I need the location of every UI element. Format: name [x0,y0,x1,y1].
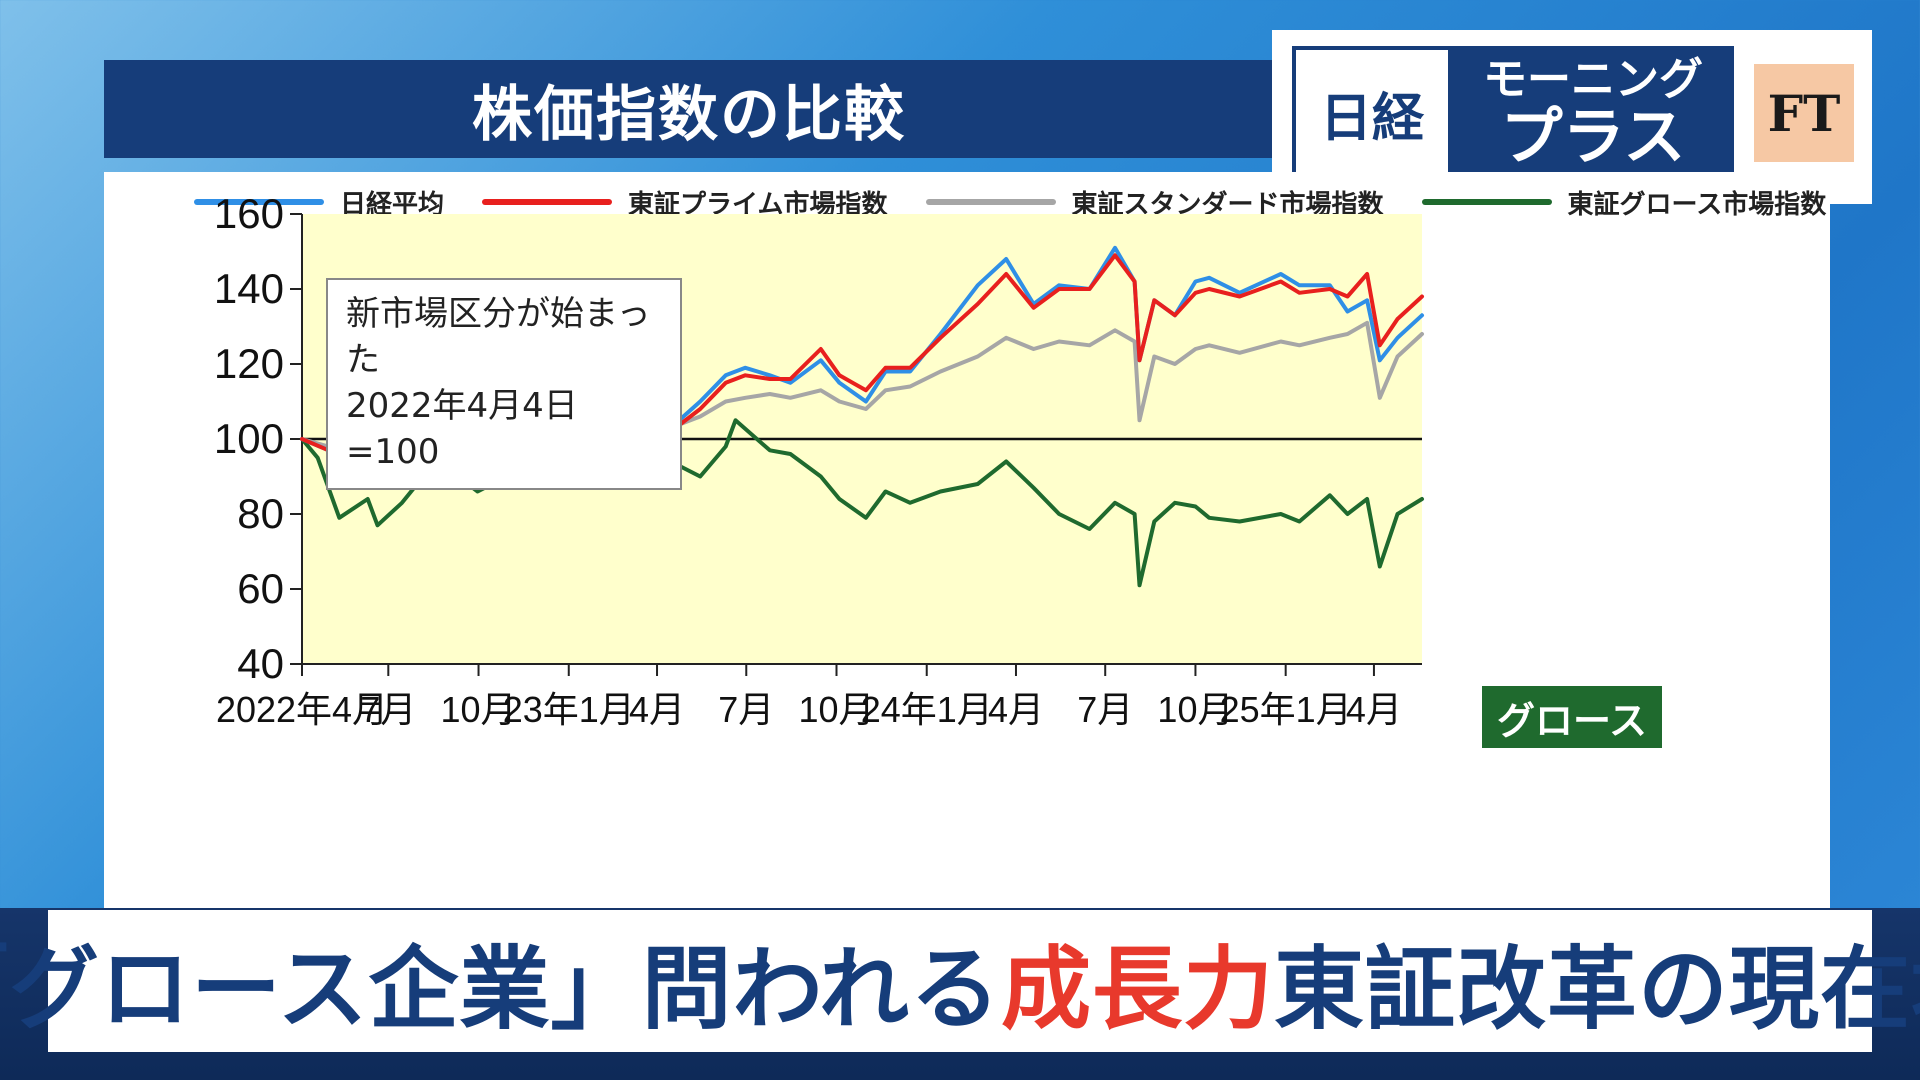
x-tick-label: 2022年4月 [216,689,388,730]
x-tick-label: 10月 [798,689,874,730]
y-tick-label: 40 [237,640,284,687]
y-tick-label: 160 [214,190,284,237]
legend-swatch-growth [1421,199,1552,205]
baseline-note-line2: 2022年4月4日=100 [346,385,578,472]
y-tick-label: 140 [214,265,284,312]
x-tick-label: 7月 [360,689,416,730]
legend-swatch-standard [925,199,1056,205]
headline-accent: 成長力 [1001,937,1274,1042]
y-tick-label: 100 [214,415,284,462]
x-tick-label: 7月 [1077,689,1133,730]
x-tick-label: 10月 [441,689,517,730]
legend-swatch-nikkei [194,199,324,205]
legend-swatch-prime [482,199,613,205]
show-logo: モーニング プラス [1452,46,1734,180]
x-tick-label: 4月 [1346,689,1402,730]
baseline-note: 新市場区分が始まった 2022年4月4日=100 [326,278,682,490]
y-tick-label: 80 [237,490,284,537]
legend-item-growth: 東証グロース市場指数 [1421,184,1827,221]
legend-label-growth: 東証グロース市場指数 [1567,189,1827,220]
y-tick-label: 60 [237,565,284,612]
nikkei-logo: 日経 [1292,46,1452,180]
growth-series-tag: グロース [1482,686,1662,748]
show-logo-line1: モーニング [1483,54,1703,106]
baseline-note-line1: 新市場区分が始まった [346,294,651,380]
x-tick-label: 24年1月 [861,689,993,730]
x-tick-label: 10月 [1157,689,1233,730]
x-tick-label: 4月 [988,689,1044,730]
x-tick-label: 7月 [718,689,774,730]
x-tick-label: 23年1月 [503,689,635,730]
x-tick-label: 4月 [629,689,685,730]
show-logo-line2: プラス [1500,99,1686,173]
program-logo: 日経 モーニング プラス FT [1272,30,1872,204]
headline-part3: 東証改革の現在地 [1274,937,1920,1042]
ft-logo: FT [1754,64,1854,162]
y-tick-label: 120 [214,340,284,387]
headline-part1: 「グロース企業」問われる [0,937,1001,1042]
x-tick-label: 25年1月 [1220,689,1352,730]
panel-title: 株価指数の比較 [104,60,1274,158]
headline-caption: 「グロース企業」問われる 成長力 東証改革の現在地 [0,910,1920,1052]
chart-card: 日経平均 東証プライム市場指数 東証スタンダード市場指数 東証グロース市場指数 … [104,172,1830,912]
